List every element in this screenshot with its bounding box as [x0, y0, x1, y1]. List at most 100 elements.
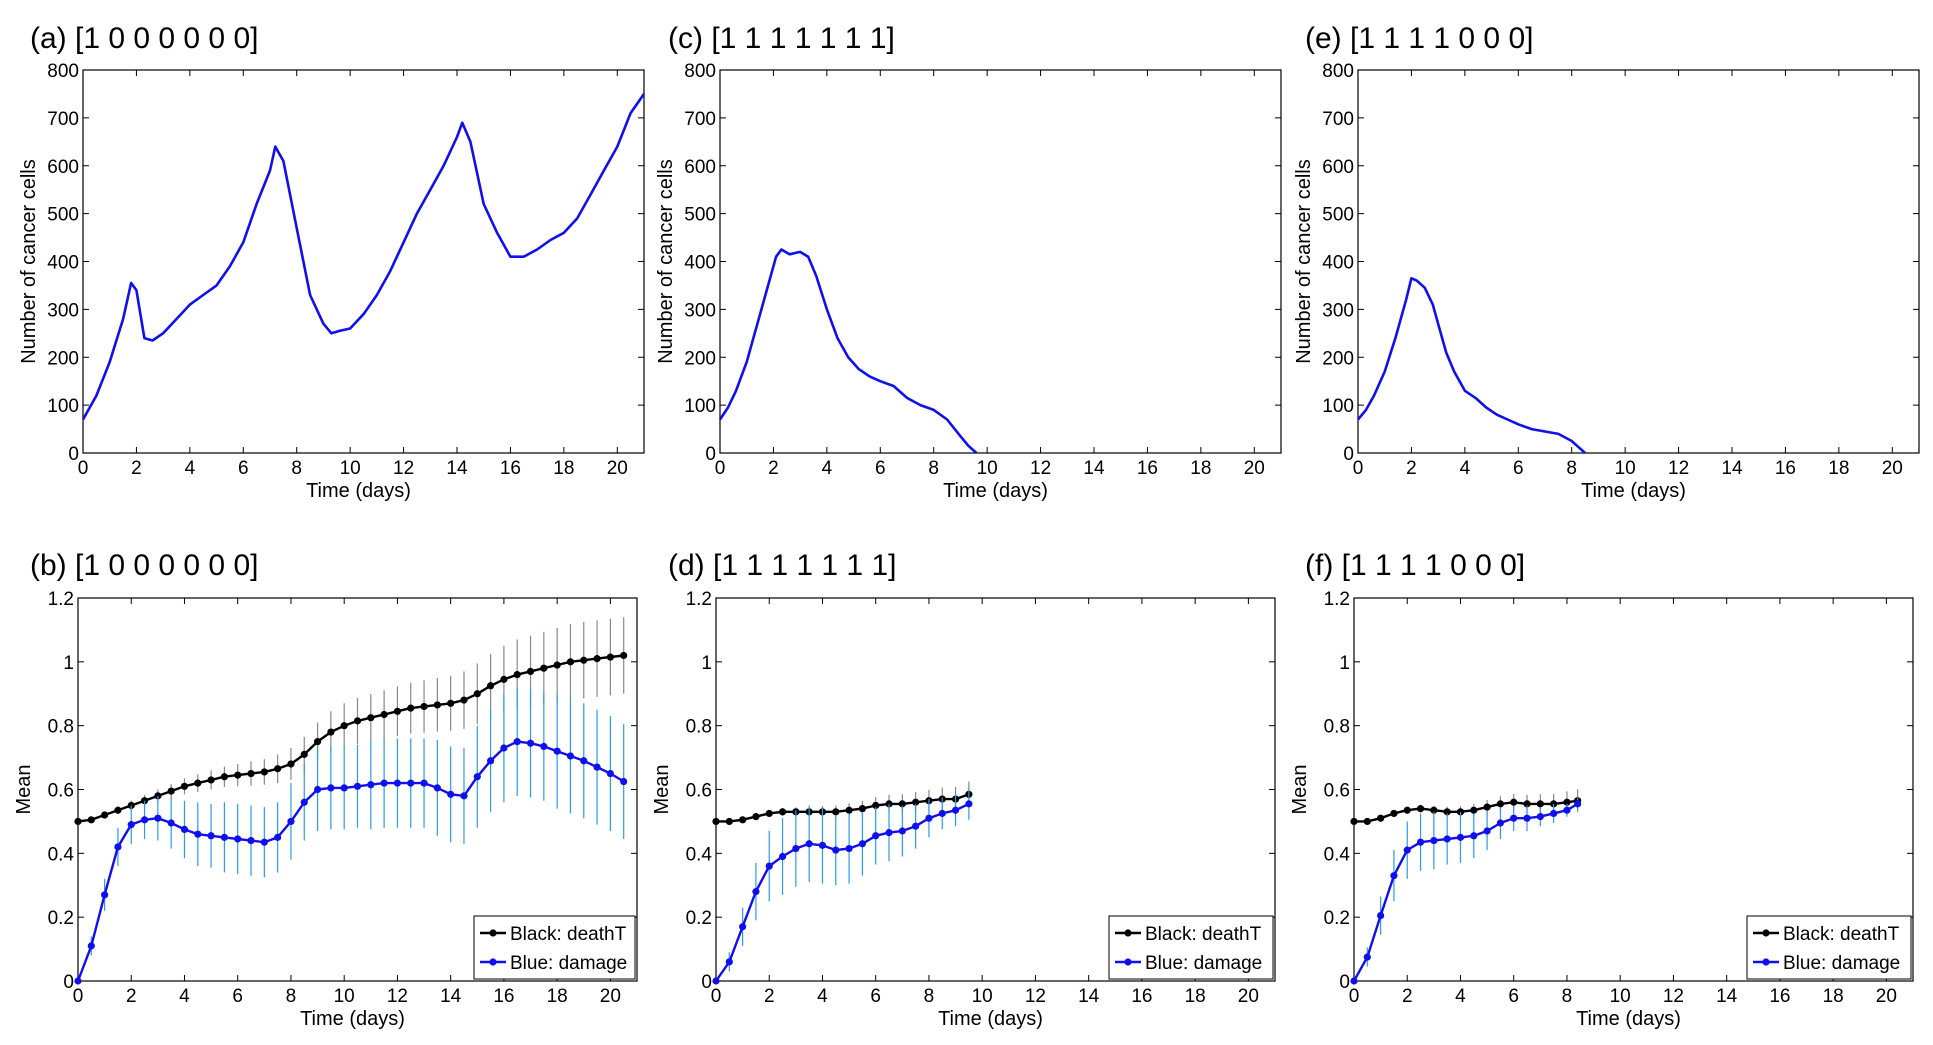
x-tick-label: 6	[875, 458, 886, 479]
data-point	[1363, 817, 1371, 826]
legend: Black: deathT Blue: damage	[1108, 915, 1274, 980]
y-tick-label: 0.8	[1324, 717, 1350, 738]
y-tick-label: 200	[1322, 348, 1354, 369]
data-point	[912, 798, 920, 806]
y-tick-label: 200	[684, 348, 716, 369]
data-point	[739, 816, 747, 824]
data-point	[433, 701, 441, 709]
data-point	[845, 844, 853, 853]
series-line	[1354, 799, 1578, 823]
x-tick-label: 18	[1190, 458, 1211, 479]
data-point	[580, 656, 588, 664]
x-tick-label: 14	[1721, 458, 1743, 479]
x-tick-label: 4	[179, 986, 190, 1007]
data-point	[287, 817, 295, 826]
panel-a: (a) [1 0 0 0 0 0 0]0 2 4 6 8 10 12 14 16 18 200100…	[18, 22, 646, 502]
y-tick-label: 800	[1322, 61, 1354, 82]
data-point	[778, 808, 787, 816]
data-point	[1430, 806, 1438, 814]
axes-box	[1357, 69, 1920, 454]
panel-d: (d) [1 1 1 1 1 1 1] 0 2 4 6 8 10 12 14 16 18 20 0 0.2…	[651, 549, 1276, 1030]
data-point	[938, 809, 946, 818]
data-point	[832, 808, 840, 816]
x-tick-label: 2	[131, 458, 142, 479]
data-point	[765, 862, 773, 870]
x-tick-label: 8	[928, 458, 939, 479]
panel-title: (b) [1 0 0 0 0 0 0]	[30, 549, 258, 582]
data-point	[313, 785, 322, 794]
panel-title: (c) [1 1 1 1 1 1 1]	[668, 22, 895, 55]
data-point	[1377, 814, 1385, 822]
y-tick-label: 300	[1322, 300, 1354, 321]
data-point	[765, 809, 773, 818]
data-point	[420, 779, 428, 787]
series-line	[1357, 276, 1586, 454]
data-point	[1574, 800, 1582, 808]
data-point	[274, 765, 282, 773]
y-tick-label: 0.4	[686, 844, 713, 865]
x-tick-label: 18	[547, 986, 568, 1007]
y-tick-label: 700	[684, 109, 716, 130]
data-point	[220, 773, 229, 781]
x-tick-label: 18	[1185, 986, 1206, 1007]
x-tick-label: 6	[238, 458, 249, 479]
x-tick-label: 6	[1513, 458, 1524, 479]
data-point	[739, 923, 747, 931]
x-tick-label: 16	[500, 458, 521, 479]
x-tick-label: 2	[1406, 458, 1417, 479]
data-point	[180, 782, 189, 790]
data-point	[393, 707, 402, 715]
y-tick-label: 0.2	[48, 908, 74, 929]
series-cancer-cells	[718, 248, 978, 454]
x-axis-label: Time (days)	[300, 1008, 405, 1030]
data-point	[407, 779, 415, 787]
data-point	[1390, 872, 1398, 880]
data-point	[74, 817, 82, 826]
x-tick-label: 2	[126, 986, 137, 1007]
data-point	[460, 792, 468, 800]
data-point	[1443, 808, 1451, 816]
panel-e: (e) [1 1 1 1 0 0 0]0 2 4 6 8 10 12 14 16 18 200100…	[1293, 22, 1920, 502]
y-tick-label: 300	[684, 300, 716, 321]
data-point	[1456, 833, 1465, 841]
y-tick-label: 0.6	[1324, 781, 1350, 802]
data-point	[340, 722, 348, 730]
data-point	[606, 653, 614, 661]
y-tick-label: 100	[684, 396, 716, 417]
y-tick-label: 0	[701, 972, 712, 993]
data-point	[1483, 827, 1491, 835]
panel-title: (d) [1 1 1 1 1 1 1]	[668, 549, 896, 582]
y-axis-label: Mean	[13, 764, 35, 814]
data-point	[87, 816, 95, 824]
y-tick-label: 300	[47, 300, 79, 321]
x-tick-label: 12	[1030, 458, 1051, 479]
panel-c: (c) [1 1 1 1 1 1 1]0 2 4 6 8 10 12 14 16 18 200100…	[655, 22, 1282, 502]
y-tick-label: 0.8	[48, 717, 74, 738]
y-tick-label: 0	[68, 444, 79, 465]
legend-box	[1108, 915, 1274, 980]
x-tick-label: 10	[340, 458, 361, 479]
x-tick-label: 12	[393, 458, 414, 479]
data-point	[154, 814, 162, 822]
y-tick-label: 1.2	[48, 589, 74, 610]
data-point	[167, 819, 175, 827]
data-point	[447, 790, 455, 798]
data-point	[606, 769, 614, 778]
legend: Black: deathT Blue: damage	[473, 915, 636, 980]
data-point	[287, 760, 295, 768]
y-tick-label: 0.2	[1324, 908, 1350, 929]
y-tick-label: 1.2	[686, 589, 712, 610]
data-point	[593, 655, 601, 663]
y-axis-label: Mean	[1289, 764, 1311, 814]
x-tick-label: 12	[1668, 458, 1689, 479]
data-point	[234, 835, 242, 843]
x-tick-label: 20	[1238, 986, 1259, 1007]
data-point	[1390, 809, 1398, 818]
x-tick-label: 12	[387, 986, 408, 1007]
y-axis-label: Number of cancer cells	[18, 159, 40, 364]
data-point	[566, 658, 575, 666]
data-point	[580, 757, 588, 765]
x-tick-label: 20	[600, 986, 621, 1007]
legend-marker	[489, 958, 497, 966]
data-point	[752, 888, 760, 896]
